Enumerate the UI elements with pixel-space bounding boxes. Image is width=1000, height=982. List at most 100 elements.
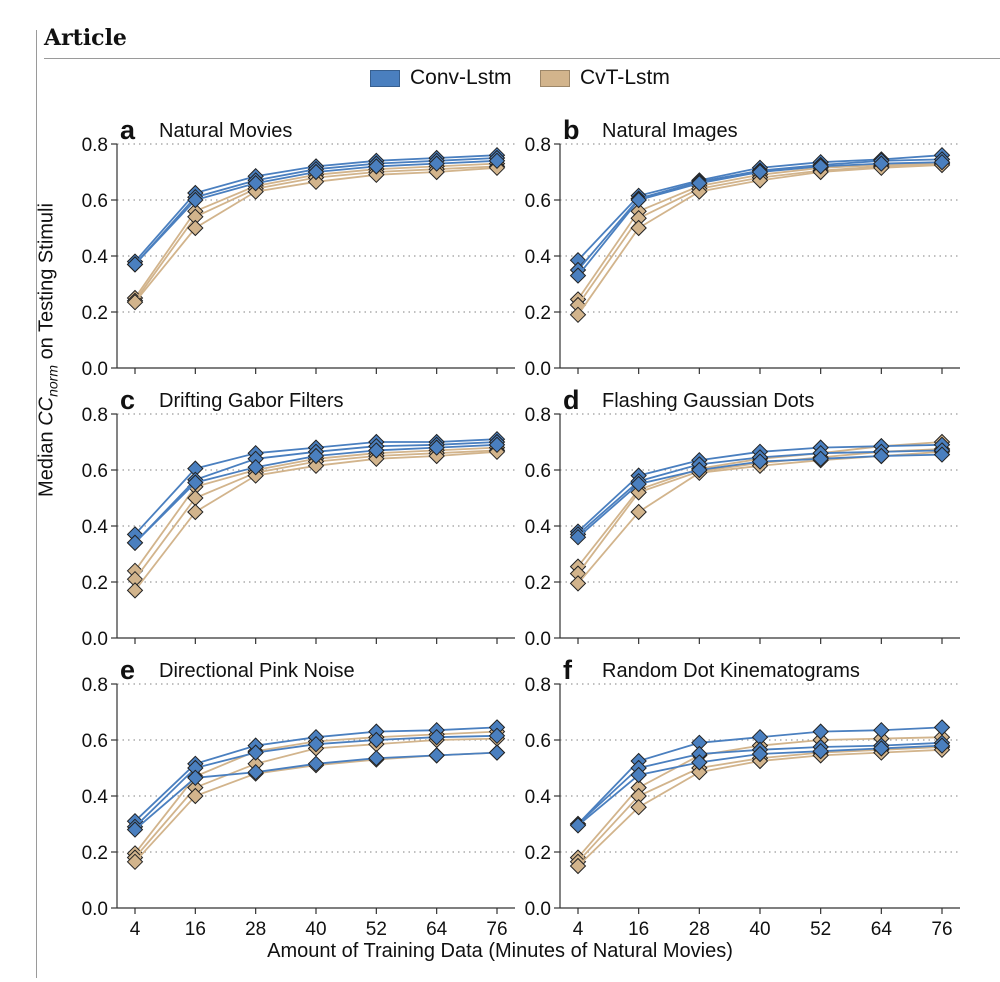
data-point (873, 447, 890, 465)
data-point (630, 475, 647, 493)
data-point (569, 306, 587, 324)
x-tick-label: 64 (871, 919, 893, 940)
y-tick-label: 0.4 (525, 517, 552, 538)
data-point (691, 461, 708, 479)
y-tick-label: 0.2 (525, 573, 551, 594)
x-tick-label: 52 (366, 919, 387, 940)
x-tick-label: 40 (749, 919, 770, 940)
y-tick-label: 0.2 (82, 303, 108, 324)
data-point (307, 173, 325, 191)
data-point (873, 740, 890, 757)
panel-title: Random Dot Kinematograms (602, 660, 860, 682)
y-tick-label: 0.4 (82, 787, 109, 808)
panel-title: Natural Images (602, 120, 738, 142)
y-tick-label: 0.6 (82, 191, 108, 212)
legend-label-conv-lstm: Conv-Lstm (410, 66, 512, 89)
data-point (428, 747, 445, 764)
data-point (307, 755, 325, 773)
header-rule (44, 58, 1000, 59)
data-point (247, 467, 264, 484)
panel-letter: a (120, 115, 136, 145)
data-point (187, 787, 204, 805)
x-tick-label: 76 (486, 919, 507, 940)
data-point (691, 183, 708, 200)
x-tick-label: 28 (689, 919, 710, 940)
data-point (187, 503, 204, 521)
data-point (428, 439, 445, 456)
data-point (630, 191, 647, 209)
data-point (751, 172, 769, 189)
data-point (368, 166, 385, 184)
chart-panel-a: 0.0 0.2 0.4 0.6 0.8 a Natural Movies (82, 115, 515, 380)
data-point (368, 450, 385, 468)
panel-letter: b (563, 115, 580, 145)
y-tick-label: 0.8 (82, 405, 108, 426)
y-tick-label: 0.4 (525, 787, 552, 808)
x-tick-label: 40 (305, 919, 326, 940)
x-axis-label: Amount of Training Data (Minutes of Natu… (267, 940, 733, 962)
data-point (630, 219, 647, 237)
panel-letter: c (120, 385, 135, 415)
data-point (691, 754, 708, 771)
data-point (569, 575, 587, 592)
data-point (187, 219, 204, 237)
data-point (428, 163, 445, 181)
y-tick-label: 0.2 (525, 303, 551, 324)
chart-panel-f: 0.0 0.2 0.4 0.6 0.8 4 16 28 40 52 64 76 f Random Dot … (525, 655, 960, 940)
y-tick-label: 0.6 (82, 731, 108, 752)
legend-label-cvt-lstm: CvT-Lstm (580, 66, 670, 89)
data-point (307, 457, 325, 475)
data-point (428, 155, 445, 172)
data-point (691, 174, 708, 192)
panel-letter: e (120, 655, 135, 685)
y-tick-label: 0.0 (525, 359, 551, 380)
data-point (751, 745, 769, 763)
y-tick-label: 0.6 (525, 191, 551, 212)
data-point (812, 723, 829, 740)
x-tick-label: 76 (931, 919, 952, 940)
data-point (569, 528, 587, 546)
y-tick-label: 0.6 (82, 461, 108, 482)
data-point (488, 436, 506, 454)
panel-letter: f (563, 655, 573, 685)
data-point (933, 153, 951, 171)
article-header: Article (44, 25, 127, 51)
x-tick-label: 4 (130, 919, 141, 940)
data-point (933, 719, 951, 736)
data-point (126, 293, 144, 311)
y-tick-label: 0.8 (525, 675, 551, 696)
data-point (812, 742, 829, 760)
y-tick-label: 0.0 (82, 359, 108, 380)
data-point (812, 158, 829, 175)
data-point (368, 442, 385, 459)
y-axis-label: Median CCnorm on Testing Stimuli (35, 203, 61, 497)
data-point (488, 727, 506, 745)
x-tick-label: 4 (573, 919, 584, 940)
y-tick-label: 0.2 (82, 573, 108, 594)
data-point (126, 256, 144, 273)
legend-swatch-cvt-lstm (540, 69, 570, 87)
y-tick-label: 0.8 (82, 135, 108, 156)
panel-title: Flashing Gaussian Dots (602, 390, 814, 412)
data-point (569, 267, 587, 284)
chart-panel-c: 0.0 0.2 0.4 0.6 0.8 c Drifting Gabor Filters (82, 385, 515, 650)
data-point (630, 503, 647, 521)
data-point (569, 817, 587, 834)
data-point (247, 458, 264, 476)
chart-panel-d: 0.0 0.2 0.4 0.6 0.8 d Flashing Gaussian Dots (525, 385, 960, 650)
data-point (873, 721, 890, 739)
y-tick-label: 0.4 (82, 517, 109, 538)
x-tick-label: 28 (245, 919, 266, 940)
data-point (368, 158, 385, 175)
y-tick-label: 0.2 (82, 843, 108, 864)
data-point (307, 163, 325, 181)
data-point (307, 735, 325, 753)
data-point (812, 450, 829, 468)
data-point (488, 152, 506, 170)
data-point (187, 474, 204, 491)
data-point (126, 534, 144, 552)
y-tick-label: 0.6 (525, 731, 551, 752)
data-point (126, 853, 144, 871)
data-point (751, 453, 769, 470)
data-point (630, 766, 647, 784)
